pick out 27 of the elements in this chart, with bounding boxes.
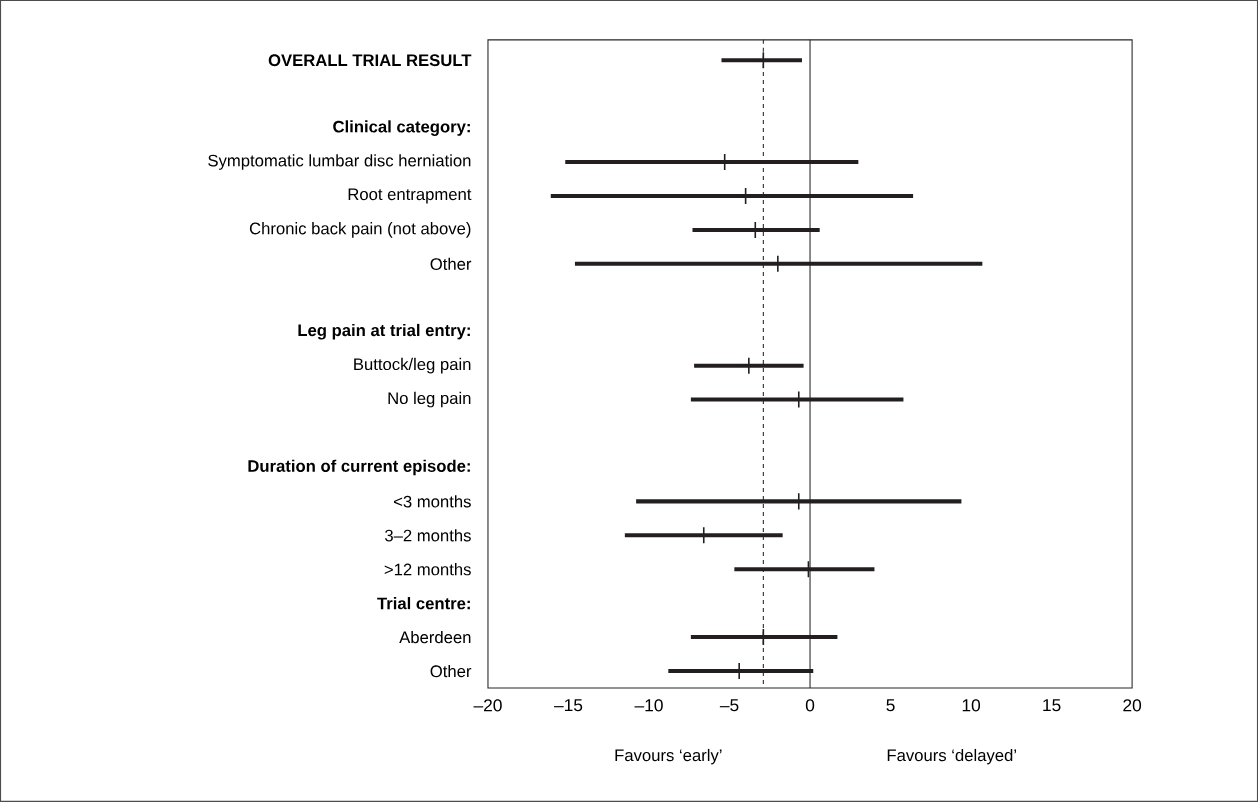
y-tick-label: <3 months [393, 495, 471, 508]
x-tick-label: 10 [962, 699, 981, 712]
x-tick-label: –5 [719, 699, 739, 712]
y-tick-label: OVERALL TRIAL RESULT [268, 54, 472, 67]
y-tick-label: Leg pain at trial entry: [298, 323, 470, 340]
text: Favours ‘delayed’ [887, 748, 1017, 765]
y-tick-label: Aberdeen [399, 631, 471, 644]
y-tick-label: Root entrapment [348, 188, 472, 204]
y-tick-label: >12 months [384, 563, 471, 576]
y-tick-label: Trial centre: [377, 597, 470, 610]
y-tick-label: 3–2 months [384, 529, 471, 542]
x-tick-label: –10 [634, 699, 663, 712]
y-tick-label: No leg pain [388, 391, 471, 408]
y-tick-label: Symptomatic lumbar disc herniation [208, 154, 471, 170]
y-tick-label: Chronic back pain (not above) [249, 222, 471, 238]
x-tick-label: 20 [1123, 699, 1142, 712]
y-tick-label: Other [430, 664, 472, 678]
x-tick-label: 0 [805, 699, 815, 712]
y-tick-label: Duration of current episode: [248, 459, 470, 476]
x-tick-label: –15 [554, 699, 583, 712]
x-tick-label: 5 [886, 699, 895, 712]
y-tick-label: Other [430, 257, 472, 271]
text: Favours ‘early’ [615, 748, 722, 765]
y-tick-label: Clinical category: [333, 120, 470, 136]
x-tick-label: 15 [1043, 699, 1061, 712]
y-tick-label: Buttock/leg pain [354, 357, 471, 374]
x-tick-label: –20 [473, 699, 502, 712]
